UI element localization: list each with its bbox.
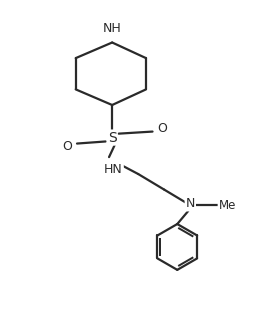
Text: Me: Me [219,199,236,212]
Text: N: N [186,197,195,211]
Text: O: O [157,122,167,135]
Text: HN: HN [104,163,123,176]
Text: NH: NH [103,22,122,35]
Text: S: S [108,130,117,145]
Text: O: O [63,140,72,153]
